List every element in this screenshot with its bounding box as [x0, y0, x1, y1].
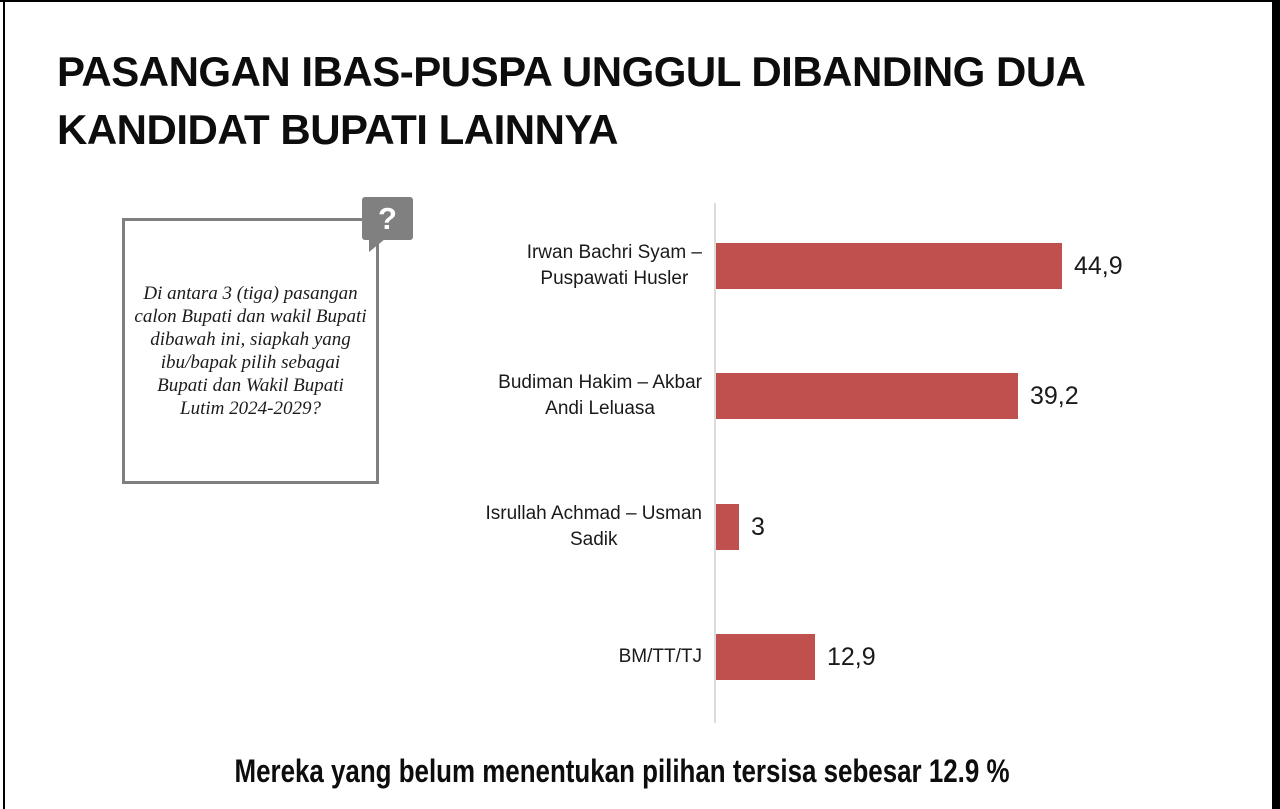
left-border: [3, 0, 5, 809]
right-border: [1272, 0, 1280, 809]
bar-2: [716, 373, 1018, 419]
category-label-line: Puspawati Husler: [540, 268, 689, 289]
category-label-1: Irwan Bachri Syam – Puspawati Husler: [527, 240, 702, 292]
category-label-3: Isrullah Achmad – Usman Sadik: [486, 501, 703, 553]
category-label-line: Sadik: [569, 529, 618, 550]
value-label-3: 3: [751, 513, 765, 541]
bar-4: [716, 634, 815, 680]
value-label-1: 44,9: [1074, 252, 1123, 280]
page-title-line-2: KANDIDAT BUPATI LAINNYA: [57, 106, 618, 153]
question-mark-glyph: ?: [378, 200, 397, 236]
question-mark-icon: ?: [362, 197, 413, 252]
footnote-text: Mereka yang belum menentukan pilihan ter…: [234, 753, 1010, 789]
survey-question-box: Di antara 3 (tiga) pasangan calon Bupati…: [122, 218, 379, 484]
category-label-line: Isrullah Achmad – Usman: [485, 503, 703, 524]
category-label-4: BM/TT/TJ: [619, 644, 702, 670]
chart-axis: [714, 203, 716, 723]
page-title: PASANGAN IBAS-PUSPA UNGGUL DIBANDING DUA…: [57, 43, 1086, 159]
category-label-line: Irwan Bachri Syam –: [526, 242, 702, 263]
bar-3: [716, 504, 739, 550]
bar-1: [716, 243, 1062, 289]
top-border: [0, 0, 1272, 2]
page-title-line-1: PASANGAN IBAS-PUSPA UNGGUL DIBANDING DUA: [57, 48, 1086, 95]
category-label-line: BM/TT/TJ: [618, 646, 702, 667]
category-label-2: Budiman Hakim – Akbar Andi Leluasa: [498, 370, 702, 422]
survey-question-text: Di antara 3 (tiga) pasangan calon Bupati…: [134, 283, 367, 419]
category-label-line: Budiman Hakim – Akbar: [498, 372, 702, 393]
value-label-2: 39,2: [1030, 382, 1079, 410]
category-label-line: Andi Leluasa: [545, 398, 656, 419]
value-label-4: 12,9: [827, 643, 876, 671]
